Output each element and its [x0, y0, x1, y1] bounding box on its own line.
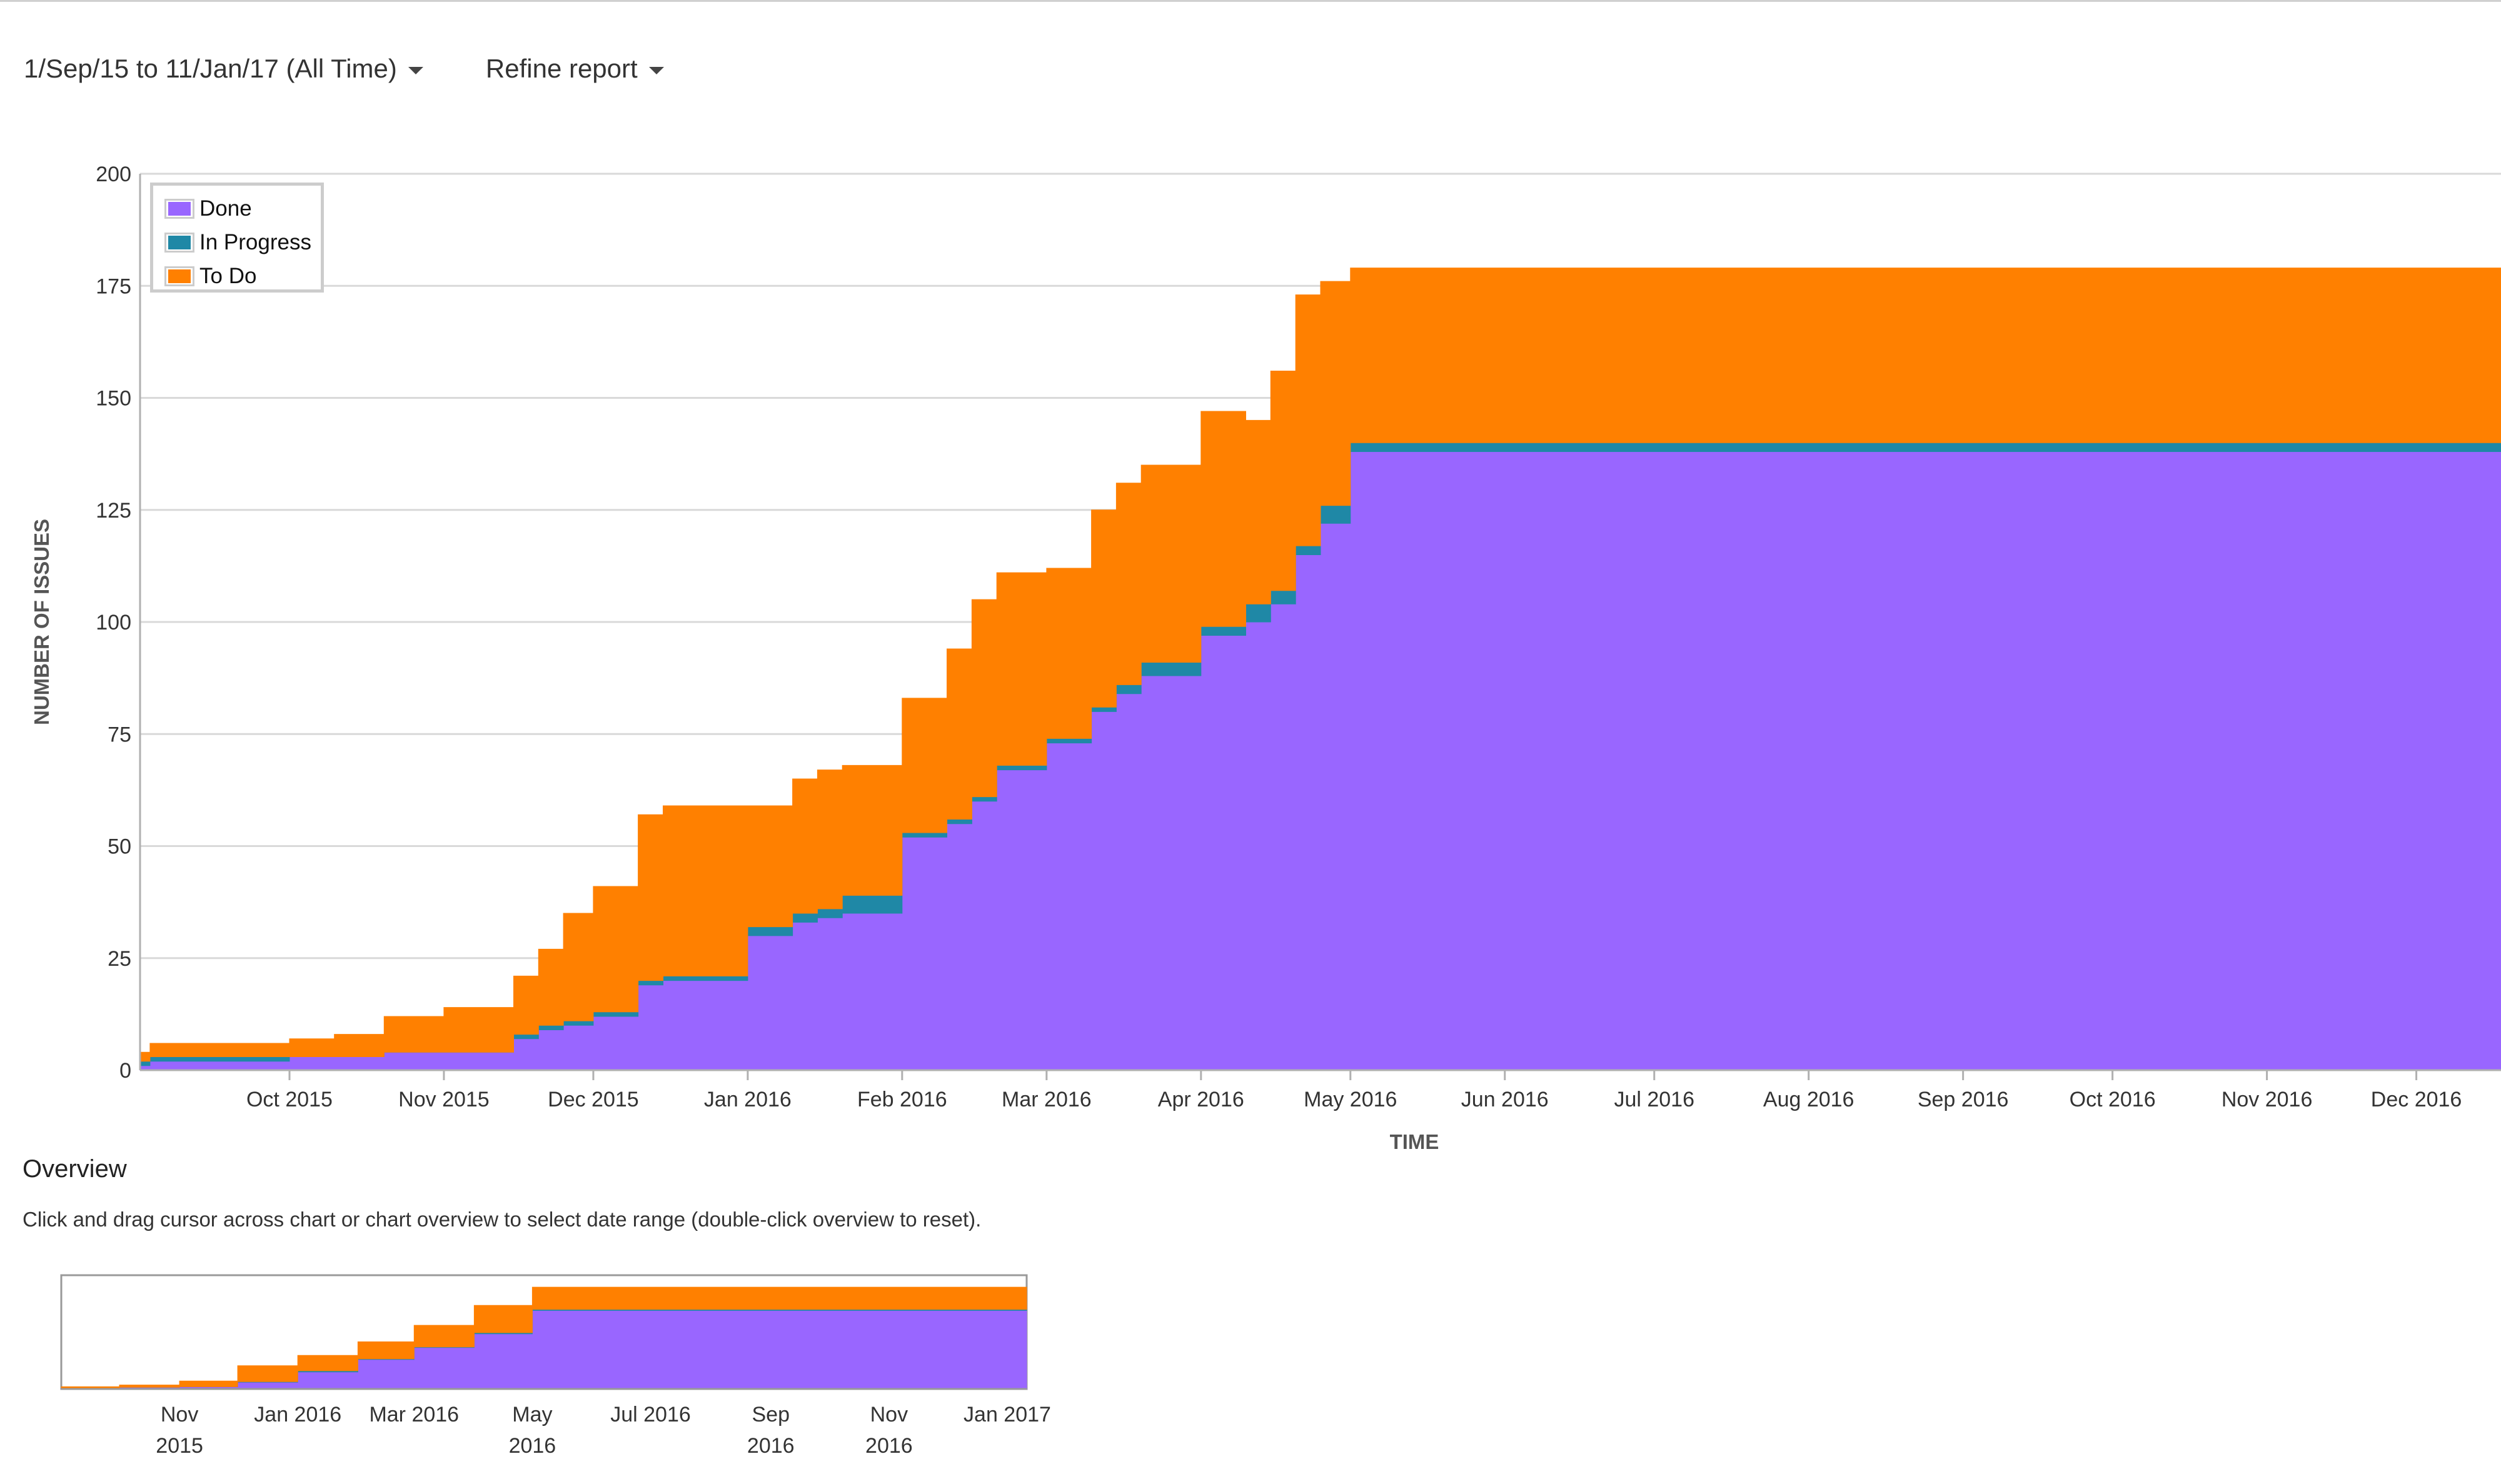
report-toolbar: 1/Sep/15 to 11/Jan/17 (All Time) Refine … — [24, 50, 664, 88]
overview-x-tick-label: Sep — [752, 1403, 790, 1426]
legend-label-to-do: To Do — [199, 264, 257, 288]
overview-hint: Click and drag cursor across chart or ch… — [23, 1208, 982, 1231]
refine-report-dropdown[interactable]: Refine report — [486, 54, 664, 84]
x-tick-label: Feb 2016 — [857, 1088, 947, 1111]
overview-x-tick-label: May — [512, 1403, 552, 1426]
overview-x-tick-label: Nov — [870, 1403, 908, 1426]
x-tick-label: Sep 2016 — [1918, 1088, 2009, 1111]
chart-legend: Done In Progress To Do — [150, 183, 324, 293]
y-tick-label: 100 — [96, 611, 131, 634]
x-tick-label: Jan 2016 — [704, 1088, 792, 1111]
caret-down-icon — [408, 67, 423, 74]
x-tick-label: Apr 2016 — [1158, 1088, 1244, 1111]
overview-x-tick-label: 2016 — [747, 1434, 795, 1458]
overview-x-tick-label: Jul 2016 — [610, 1403, 691, 1426]
done-swatch — [168, 202, 191, 216]
legend-item-to-do[interactable]: To Do — [164, 259, 321, 293]
y-tick-label: 125 — [96, 499, 131, 523]
y-axis-title: NUMBER OF ISSUES — [30, 519, 53, 725]
overview-x-tick-label: Jan 2017 — [964, 1403, 1051, 1426]
x-tick-label: Nov 2016 — [2222, 1088, 2313, 1111]
x-tick-label: Dec 2016 — [2371, 1088, 2462, 1111]
y-tick-label: 0 — [119, 1059, 131, 1083]
x-tick-label: Oct 2015 — [246, 1088, 333, 1111]
in-progress-swatch — [168, 236, 191, 249]
x-tick-label: Jun 2016 — [1461, 1088, 1549, 1111]
x-tick-label: May 2016 — [1304, 1088, 1397, 1111]
x-tick-label: Aug 2016 — [1763, 1088, 1854, 1111]
to-do-swatch — [168, 269, 191, 283]
y-tick-label: 25 — [108, 947, 131, 971]
overview-x-tick-label: Nov — [161, 1403, 198, 1426]
date-range-dropdown[interactable]: 1/Sep/15 to 11/Jan/17 (All Time) — [24, 54, 423, 84]
date-range-label: 1/Sep/15 to 11/Jan/17 (All Time) — [24, 54, 397, 83]
x-tick-label: Nov 2015 — [398, 1088, 490, 1111]
y-tick-label: 200 — [96, 163, 131, 186]
overview-x-tick-label: Jan 2016 — [254, 1403, 341, 1426]
series-area-to-do — [139, 268, 2501, 1062]
caret-down-icon — [648, 67, 664, 74]
overview-x-tick-label: 2016 — [865, 1434, 913, 1458]
top-divider — [0, 0, 2501, 2]
x-tick-label: Mar 2016 — [1002, 1088, 1092, 1111]
y-tick-label: 175 — [96, 274, 131, 298]
legend-item-in-progress[interactable]: In Progress — [164, 226, 321, 259]
x-tick-label: Dec 2015 — [548, 1088, 639, 1111]
x-tick-label: Oct 2016 — [2070, 1088, 2156, 1111]
overview-x-tick-label: 2015 — [156, 1434, 203, 1458]
cumulative-flow-chart[interactable]: 0 25 50 75 100 125 150 175 200 Oct 2015 Nov 2015 De… — [0, 0, 2501, 1188]
legend-label-done: Done — [199, 196, 252, 221]
series-area-to-do — [61, 1286, 1027, 1388]
y-tick-label: 75 — [108, 723, 131, 746]
overview-x-tick-label: 2016 — [509, 1434, 556, 1458]
y-tick-label: 50 — [108, 835, 131, 859]
refine-report-label: Refine report — [485, 54, 638, 83]
overview-x-tick-label: Mar 2016 — [369, 1403, 459, 1426]
legend-item-done[interactable]: Done — [164, 192, 321, 226]
legend-label-in-progress: In Progress — [199, 230, 311, 254]
x-tick-label: Jul 2016 — [1614, 1088, 1694, 1111]
overview-title: Overview — [23, 1155, 127, 1183]
y-tick-label: 150 — [96, 387, 131, 411]
x-axis-title: TIME — [1390, 1130, 1439, 1153]
